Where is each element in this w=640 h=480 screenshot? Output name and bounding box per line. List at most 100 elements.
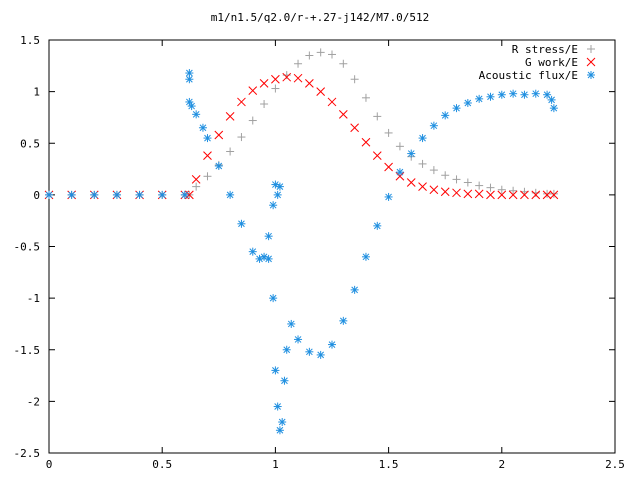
data-point: [350, 285, 359, 294]
data-point: [350, 123, 359, 133]
data-point: [497, 185, 506, 194]
data-point: [264, 232, 273, 241]
x-tick-label: 1: [272, 458, 279, 471]
data-point: [497, 190, 507, 200]
data-point: [486, 92, 495, 101]
data-point: [338, 109, 348, 119]
y-tick-label: 0.5: [20, 137, 40, 150]
data-point: [452, 175, 461, 184]
data-point: [475, 94, 484, 103]
data-point: [214, 161, 223, 170]
series-layer: [44, 48, 559, 435]
data-point: [429, 121, 438, 130]
data-point: [327, 97, 337, 107]
series-3: [45, 69, 558, 435]
data-point: [328, 50, 336, 59]
data-point: [384, 192, 393, 201]
data-point: [361, 252, 370, 261]
data-point: [237, 133, 246, 142]
y-tick-label: -1: [27, 292, 40, 305]
data-point: [259, 79, 269, 88]
data-point: [185, 190, 194, 200]
data-point: [441, 111, 450, 120]
data-point: [384, 128, 393, 137]
data-point: [282, 72, 292, 82]
data-point: [509, 186, 518, 195]
data-point: [191, 175, 201, 184]
data-point: [237, 97, 246, 107]
data-point: [198, 123, 207, 132]
y-tick-label: -2.5: [14, 447, 41, 460]
data-point: [441, 171, 450, 180]
y-tick-label: -2: [27, 395, 40, 408]
legend-label: G work/E: [525, 56, 578, 69]
legend-marker: [586, 57, 596, 67]
data-point: [273, 190, 282, 199]
x-tick-label: 0.5: [152, 458, 172, 471]
y-tick-label: 1: [33, 86, 40, 99]
data-point: [395, 171, 405, 181]
data-point: [248, 116, 257, 125]
data-point: [273, 402, 282, 411]
x-tick-label: 2: [498, 458, 505, 471]
data-point: [429, 185, 439, 195]
data-point: [372, 151, 382, 160]
data-point: [192, 110, 201, 119]
data-point: [407, 149, 416, 158]
data-point: [158, 190, 167, 199]
legend-marker: [587, 71, 595, 79]
data-point: [384, 162, 393, 172]
data-point: [185, 75, 194, 84]
data-point: [226, 190, 235, 199]
data-point: [350, 75, 359, 84]
data-point: [497, 90, 506, 99]
data-point: [316, 87, 326, 96]
data-point: [418, 134, 427, 143]
data-point: [474, 189, 484, 199]
axis-ticks: 0 0.5 1 1.5 2 2.5 -2.5 -2 -1.5 -1 -0.5 0 0.5 1 1.5: [14, 34, 625, 471]
legend-marker: [587, 45, 595, 53]
data-point: [328, 340, 336, 349]
data-point: [225, 112, 235, 121]
data-point: [509, 89, 518, 98]
data-point: [67, 190, 76, 199]
x-tick-label: 0: [46, 458, 53, 471]
data-point: [180, 190, 189, 199]
data-point: [278, 418, 287, 427]
data-point: [452, 188, 461, 198]
data-point: [305, 79, 314, 88]
data-point: [531, 188, 540, 197]
data-point: [429, 166, 438, 175]
data-point: [293, 73, 303, 83]
data-point: [275, 426, 284, 435]
data-point: [305, 347, 314, 356]
data-point: [395, 142, 404, 151]
y-tick-label: 1.5: [20, 34, 40, 47]
data-point: [418, 159, 427, 168]
data-point: [192, 182, 201, 191]
data-point: [520, 190, 529, 200]
data-point: [203, 151, 212, 160]
data-point: [373, 112, 382, 121]
data-point: [275, 182, 284, 191]
data-point: [287, 319, 296, 328]
data-point: [282, 71, 291, 80]
data-point: [187, 102, 196, 111]
data-point: [440, 187, 450, 197]
y-tick-label: 0: [33, 189, 40, 202]
data-point: [271, 84, 280, 93]
chart-title: m1/n1.5/q2.0/r-+.27-j142/M7.0/512: [211, 11, 430, 24]
data-point: [271, 74, 280, 84]
data-point: [214, 130, 224, 140]
data-point: [203, 134, 212, 143]
data-point: [475, 181, 484, 190]
data-point: [339, 59, 348, 68]
data-point: [90, 190, 99, 199]
data-point: [463, 98, 472, 107]
data-point: [452, 104, 461, 113]
data-point: [531, 190, 541, 200]
data-point: [418, 182, 427, 191]
series-2: [44, 72, 559, 200]
